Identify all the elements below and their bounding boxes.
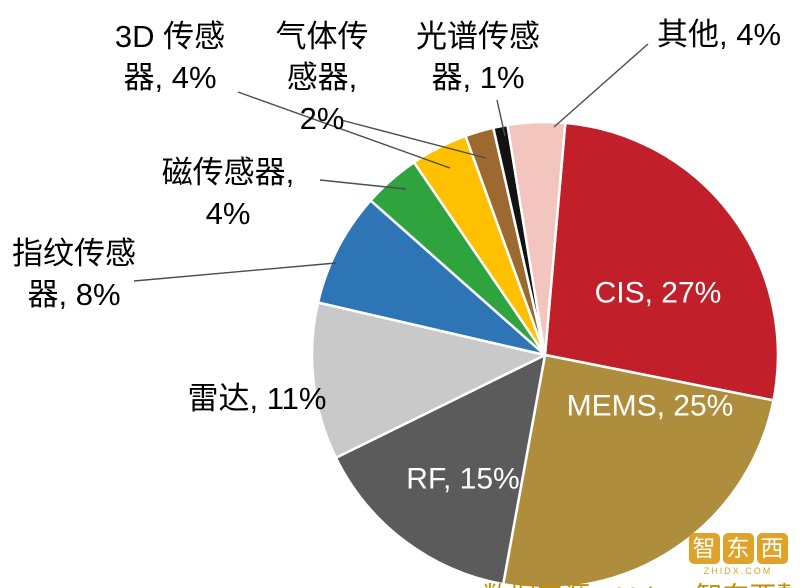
slice-label-3d-sensor-line1: 3D 传感: [114, 19, 226, 54]
source-note-clipped: 数据来源：Yole，智东西整理: [482, 575, 792, 588]
slice-label-3d-sensor: 3D 传感 器, 4%: [80, 16, 260, 98]
pie-inside-label-mems: MEMS, 25%: [567, 390, 734, 423]
leader-line-gas: [340, 119, 487, 159]
slice-label-magnetic: 磁传感器, 4%: [128, 152, 328, 234]
slice-label-fingerprint-line2: 器, 8%: [27, 277, 121, 312]
pie-slice-rf: [334, 353, 547, 586]
inside-labels-group: CIS, 27% MEMS, 25% RF, 15%: [406, 277, 733, 496]
leader-line-magnetic: [319, 179, 407, 190]
zhidx-watermark-logo: 智 东 西 ZHIDX.COM: [682, 533, 794, 576]
zhidx-logo-char-3: 西: [756, 533, 788, 564]
leader-line-fingerprint: [133, 262, 337, 282]
slice-label-spectral: 光谱传感 器, 1%: [398, 16, 558, 98]
zhidx-logo-caption: ZHIDX.COM: [703, 566, 773, 576]
slice-label-spectral-line1: 光谱传感: [416, 19, 540, 54]
zhidx-logo-char-2: 东: [722, 533, 754, 564]
leader-lines-group: [133, 43, 649, 282]
slice-label-gas: 气体传 感器, 2%: [252, 16, 392, 139]
pie-slice-fingerprint: [316, 199, 547, 357]
slice-label-fingerprint-line1: 指纹传感: [12, 236, 136, 271]
pie-slice-radar: [310, 301, 547, 460]
slice-label-magnetic-line1: 磁传感器,: [161, 155, 295, 190]
slice-label-fingerprint: 指纹传感 器, 8%: [0, 233, 148, 315]
slice-label-other-line1: 其他, 4%: [656, 17, 782, 52]
slice-label-gas-line1: 气体传: [275, 19, 369, 54]
leader-line-spectral: [496, 99, 506, 137]
leader-line-other: [553, 43, 649, 128]
leader-line-3d-sensor: [237, 91, 451, 169]
slice-label-radar-line1: 雷达, 11%: [187, 381, 327, 416]
pie-inside-label-rf: RF, 15%: [406, 463, 519, 496]
pie-slice-other: [506, 120, 567, 357]
zhidx-logo-tiles: 智 东 西: [682, 533, 794, 564]
zhidx-logo-char-1: 智: [688, 533, 720, 564]
slice-label-gas-line3: 2%: [299, 101, 345, 136]
slice-label-magnetic-line2: 4%: [205, 196, 251, 231]
pie-slices-group: [310, 120, 780, 588]
slice-label-other: 其他, 4%: [635, 14, 800, 55]
pie-slice-cis: [543, 121, 780, 402]
slice-label-spectral-line2: 器, 1%: [431, 60, 525, 95]
slice-label-gas-line2: 感器,: [286, 60, 358, 95]
slice-label-radar: 雷达, 11%: [172, 378, 342, 419]
slice-label-3d-sensor-line2: 器, 4%: [123, 60, 217, 95]
pie-inside-label-cis: CIS, 27%: [595, 277, 722, 310]
